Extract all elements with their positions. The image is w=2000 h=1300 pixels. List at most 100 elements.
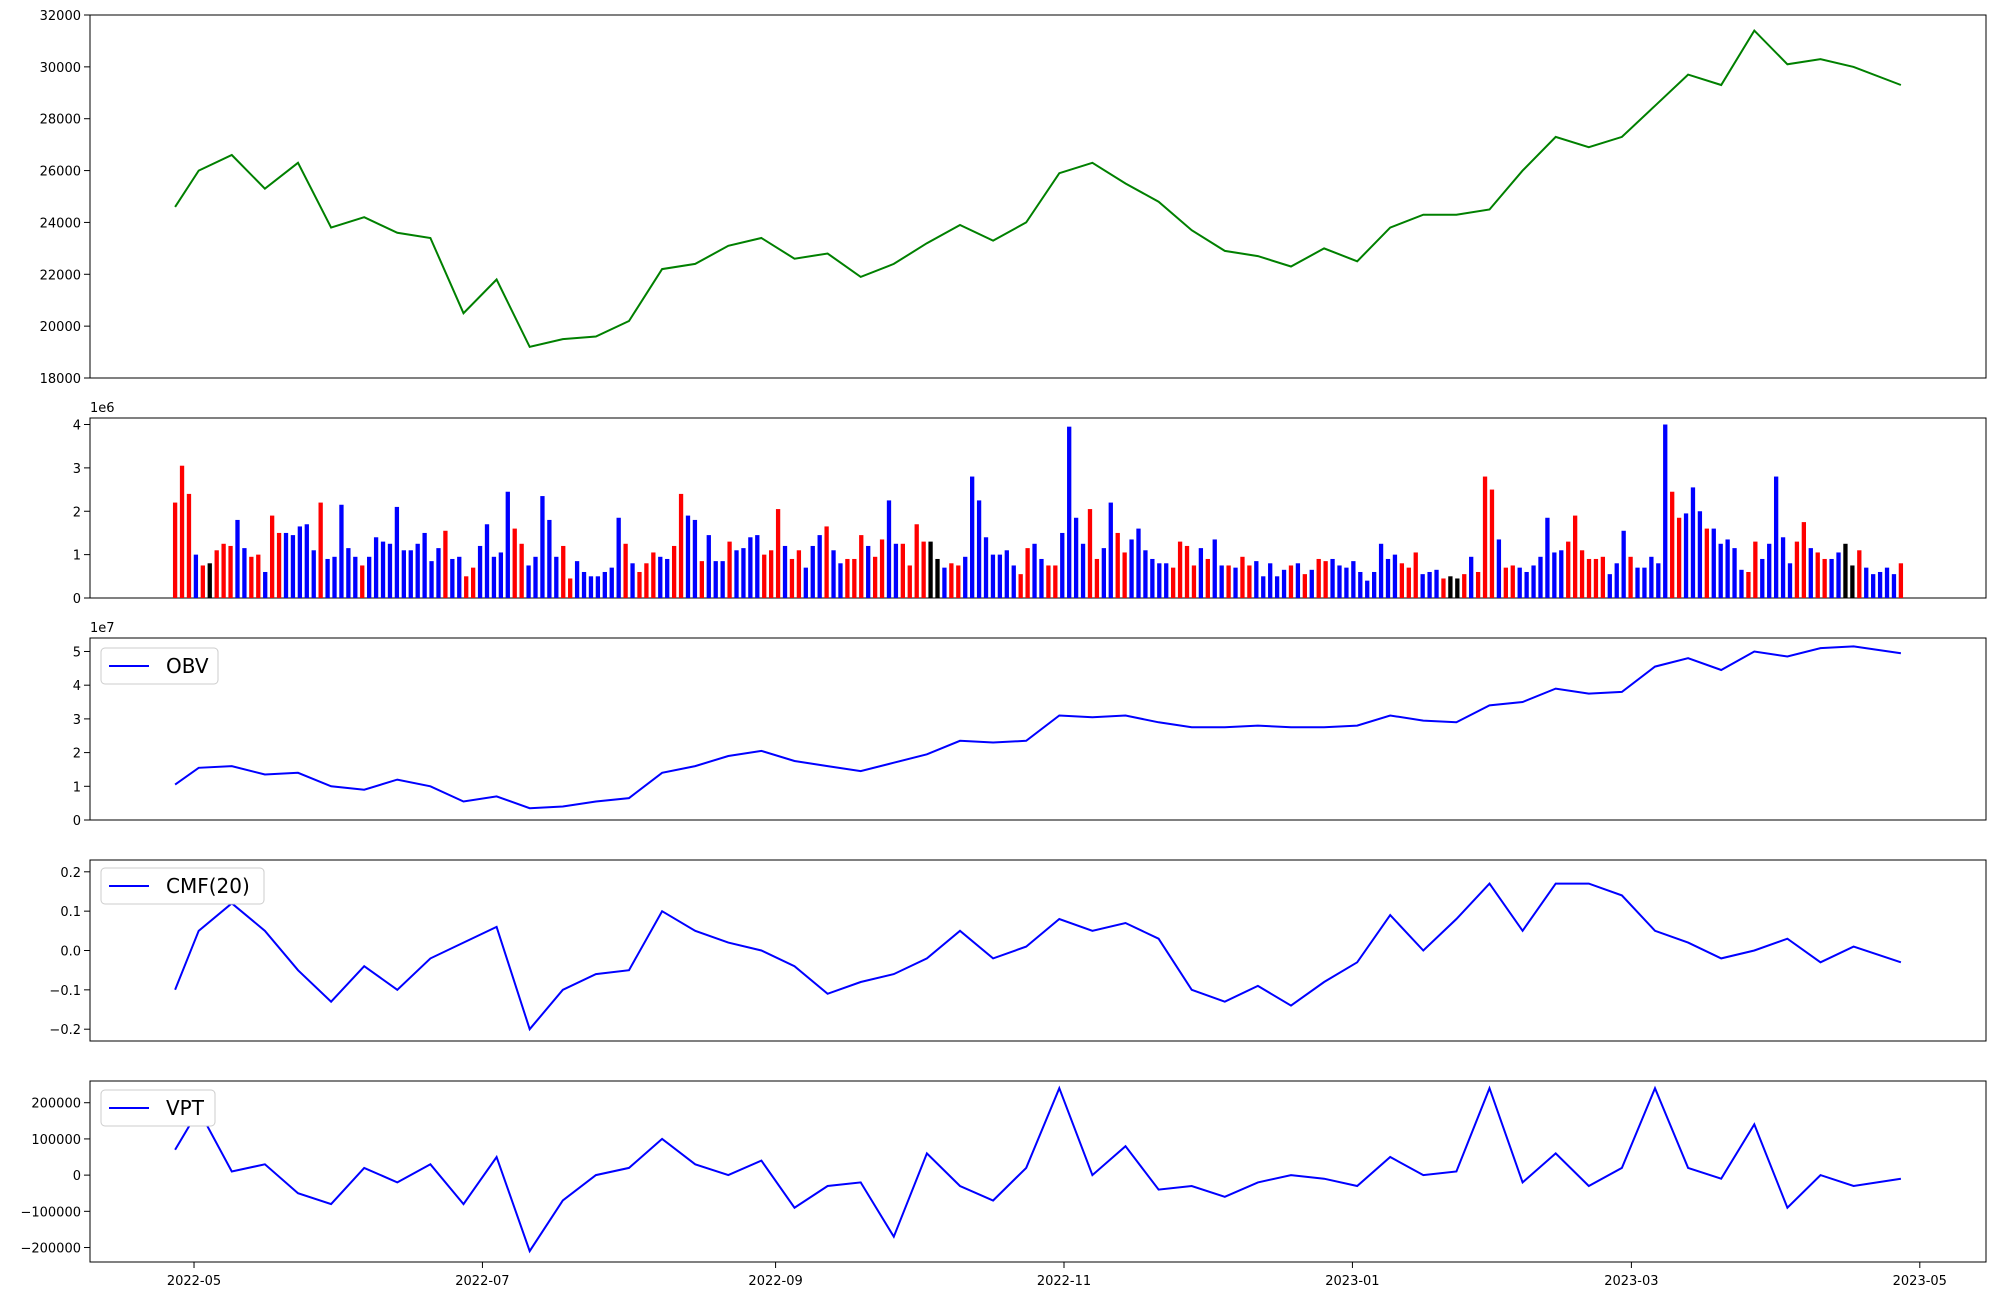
price-y-tick-label: 18000: [40, 372, 81, 387]
volume-bar: [1607, 574, 1612, 598]
volume-bar: [547, 519, 552, 598]
volume-bar: [1011, 565, 1016, 598]
volume-bar: [942, 567, 947, 598]
volume-bar: [207, 563, 212, 598]
volume-bar: [1718, 543, 1723, 598]
volume-bar: [373, 537, 379, 598]
volume-bar: [970, 476, 975, 598]
volume-bar: [1184, 545, 1190, 598]
volume-bar: [1101, 548, 1106, 598]
volume-bar: [1004, 550, 1009, 598]
price-y-tick-label: 24000: [40, 216, 81, 231]
volume-bar: [1420, 574, 1425, 598]
volume-bar: [852, 558, 857, 598]
volume-bar: [817, 535, 822, 598]
cmf-line: [174, 882, 1902, 1032]
volume-bar: [609, 567, 614, 598]
obv-panel-frame: [89, 637, 1987, 821]
volume-bar: [914, 524, 919, 598]
volume-bar: [1372, 571, 1377, 598]
volume-bar: [762, 554, 767, 598]
date-x-tick-label: 2023-01: [1325, 1274, 1379, 1289]
volume-bar: [387, 543, 393, 598]
volume-bar: [1385, 558, 1391, 598]
volume-bar: [1365, 580, 1370, 598]
volume-bar: [179, 465, 185, 598]
volume-bar: [658, 556, 663, 598]
volume-bar: [498, 552, 504, 598]
volume-bar: [1732, 548, 1737, 598]
volume-bar: [318, 502, 323, 598]
cmf-y-tick-label: 0.0: [60, 945, 81, 960]
volume-panel-frame: [89, 417, 1987, 599]
volume-bar: [311, 550, 316, 598]
volume-bar: [810, 545, 815, 598]
volume-bar: [1434, 569, 1439, 598]
volume-bar: [1108, 502, 1113, 598]
volume-bar: [1018, 574, 1023, 598]
obv-legend: OBV: [100, 647, 219, 685]
volume-bar: [1378, 543, 1384, 598]
volume-bar: [831, 550, 836, 598]
cmf-y-tick-label: 0.2: [60, 866, 81, 881]
volume-bar: [235, 519, 240, 598]
volume-bar: [380, 541, 386, 598]
price-panel-frame: [89, 14, 1987, 379]
volume-bar: [644, 563, 649, 598]
price-y-tick-label: 32000: [40, 9, 81, 24]
volume-bar: [1205, 558, 1210, 598]
volume-bar: [346, 548, 351, 598]
volume-bar: [1780, 537, 1786, 598]
obv-legend-box: [100, 647, 219, 685]
vpt-y-tick-label: 200000: [31, 1097, 81, 1112]
volume-bar: [1510, 565, 1515, 598]
cmf-panel: −0.2 −0.1 0.0 0.1 0.2 CMF(20): [49, 859, 1987, 1042]
volume-bar: [1441, 578, 1446, 598]
volume-bar: [935, 558, 940, 598]
obv-legend-label: OBV: [166, 654, 209, 678]
volume-bar: [963, 556, 968, 598]
volume-bar: [1857, 550, 1862, 598]
volume-bar: [401, 550, 406, 598]
cmf-y-tick-label: 0.1: [60, 905, 81, 920]
volume-bar: [949, 563, 954, 598]
volume-bar: [1115, 532, 1120, 598]
volume-bar: [1358, 571, 1363, 598]
volume-bar: [1094, 558, 1100, 598]
volume-bar: [1143, 550, 1148, 598]
volume-bar: [1815, 552, 1820, 598]
volume-bar: [172, 502, 178, 598]
price-line: [174, 28, 1902, 349]
price-y-tick-label: 30000: [40, 61, 81, 76]
vpt-legend-box: [100, 1089, 216, 1127]
obv-y-tick-label: 5: [73, 645, 81, 660]
volume-bar: [727, 541, 732, 598]
volume-bar: [1656, 563, 1661, 598]
volume-bar: [1164, 563, 1169, 598]
volume-bar: [1067, 426, 1072, 598]
volume-bar: [1746, 571, 1751, 598]
volume-bar: [1025, 548, 1030, 598]
volume-bar: [1316, 558, 1321, 598]
cmf-y-tick-label: −0.1: [49, 984, 81, 999]
volume-bar: [1683, 513, 1689, 598]
volume-bar: [325, 558, 330, 598]
vpt-y-tick-label: −100000: [20, 1205, 81, 1220]
volume-panel: 1e6 0 1 2 3 4: [73, 401, 1987, 607]
volume-bar: [1503, 567, 1508, 598]
volume-y-tick-label: 0: [73, 592, 81, 607]
volume-bar: [1337, 565, 1342, 598]
volume-bar: [1697, 511, 1703, 598]
volume-bar: [1053, 565, 1058, 598]
volume-bar: [1288, 565, 1294, 598]
volume-bar: [353, 556, 358, 598]
volume-bar: [1663, 424, 1668, 598]
volume-bar: [422, 532, 427, 598]
volume-bar: [713, 561, 718, 598]
volume-bar: [748, 537, 753, 598]
volume-bar: [866, 545, 871, 598]
volume-offset-label: 1e6: [90, 401, 115, 416]
vpt-y-axis: −200000 −100000 0 100000 200000: [20, 1097, 90, 1257]
